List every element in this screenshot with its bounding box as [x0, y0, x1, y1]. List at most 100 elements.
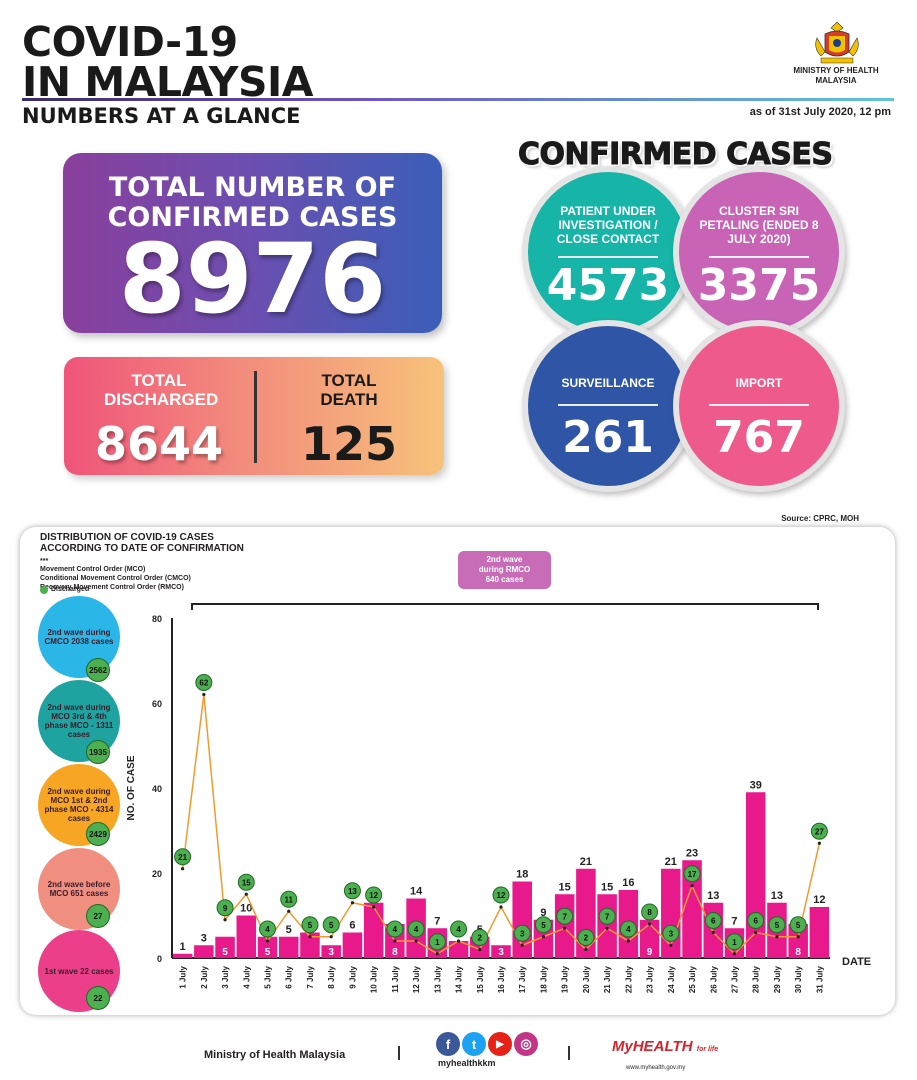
x-tick-label: 22 July — [624, 965, 633, 993]
bar — [194, 945, 214, 958]
instagram-icon[interactable]: ◎ — [514, 1032, 538, 1056]
header-divider — [22, 98, 894, 101]
discharged-marker — [195, 674, 213, 691]
bar — [257, 936, 278, 958]
discharged-marker — [641, 903, 659, 921]
discharged-marker — [704, 912, 722, 929]
bar-value-label: 23 — [686, 847, 698, 859]
y-tick-label: 60 — [152, 699, 162, 709]
bar-value-label: 3 — [498, 947, 504, 958]
discharged-value-label: 12 — [369, 891, 378, 900]
discharged-point — [711, 930, 715, 935]
twitter-icon[interactable]: t — [462, 1032, 486, 1056]
discharged-value-label: 7 — [605, 912, 610, 921]
bar — [172, 953, 193, 958]
discharged-point — [796, 935, 800, 939]
discharged-point — [287, 909, 291, 913]
bar-value-label: 9 — [647, 947, 653, 958]
discharged-point — [181, 867, 185, 871]
bubble-cluster-sri-petaling: CLUSTER SRI PETALING (ENDED 8 JULY 2020)… — [673, 166, 845, 338]
total-confirmed-label: TOTAL NUMBER OF CONFIRMED CASES — [107, 172, 398, 233]
x-tick-label: 10 July — [370, 965, 379, 993]
bubble-value: 3375 — [697, 260, 821, 311]
discharged-marker — [598, 907, 616, 925]
bar — [363, 902, 384, 958]
confirmed-cases-title: CONFIRMED CASES — [518, 137, 834, 173]
total-discharged-label: TOTAL DISCHARGED — [104, 371, 219, 409]
discharged-marker — [259, 920, 277, 938]
discharged-value-label: 2 — [584, 934, 589, 943]
bar-value-label: 5 — [222, 947, 228, 958]
discharged-marker — [280, 890, 298, 908]
discharged-line — [181, 694, 821, 955]
discharged-marker — [428, 933, 446, 951]
bubble-rule — [709, 256, 809, 258]
discharged-point — [202, 692, 206, 697]
discharged-point — [372, 905, 376, 909]
x-tick-label: 2 July — [200, 965, 209, 988]
discharged-point — [456, 939, 461, 943]
bubble-value: 261 — [562, 412, 654, 463]
bubble-rule — [709, 404, 809, 406]
x-tick-label: 4 July — [242, 965, 251, 988]
discharged-marker — [386, 920, 404, 938]
chart-title: DISTRIBUTION OF COVID-19 CASES ACCORDING… — [40, 532, 244, 554]
bar — [491, 945, 511, 958]
discharged-point — [244, 892, 248, 896]
bar — [554, 894, 575, 958]
x-tick-label: 13 July — [433, 965, 442, 993]
footer-separator — [568, 1046, 570, 1060]
discharged-point — [499, 905, 503, 909]
x-tick-label: 28 July — [752, 965, 761, 993]
bar — [597, 894, 617, 958]
discharged-point — [605, 926, 609, 930]
discharged-marker — [534, 916, 552, 934]
discharged-marker — [725, 933, 743, 951]
rmco-box: 2nd wave during RMCO 640 cases — [458, 551, 551, 589]
discharged-point — [754, 930, 758, 935]
discharged-value-label: 12 — [497, 891, 506, 900]
bubble-label: CLUSTER SRI PETALING (ENDED 8 JULY 2020) — [699, 204, 819, 246]
as-of-date: as of 31st July 2020, 12 pm — [749, 106, 891, 118]
youtube-icon[interactable]: ▶ — [488, 1032, 512, 1056]
discharged-marker — [492, 886, 510, 904]
y-tick-label: 20 — [152, 869, 162, 879]
x-tick-label: 19 July — [561, 965, 570, 993]
discharged-value-label: 17 — [688, 870, 697, 879]
discharged-marker — [577, 929, 595, 946]
facebook-icon[interactable]: f — [436, 1032, 460, 1056]
discharged-marker — [365, 886, 383, 904]
x-tick-label: 11 July — [391, 965, 400, 992]
bar — [809, 907, 830, 958]
discharged-value-label: 21 — [178, 853, 187, 862]
discharged-marker — [174, 848, 192, 866]
bar — [342, 932, 363, 958]
x-tick-label: 21 July — [603, 965, 612, 993]
discharged-value-label: 1 — [732, 938, 737, 947]
x-tick-label: 25 July — [688, 965, 697, 993]
x-tick-label: 18 July — [539, 965, 548, 993]
title-line-1: COVID-19 — [22, 18, 238, 66]
bubble-rule — [558, 404, 658, 406]
discharged-marker — [789, 916, 807, 934]
bar-value-label: 5 — [286, 924, 292, 936]
x-tick-label: 30 July — [794, 965, 803, 993]
bar-value-label: 8 — [392, 947, 398, 958]
discharged-marker — [619, 920, 637, 938]
x-axis-label: DATE — [842, 956, 871, 968]
bar-value-label: 10 — [240, 903, 252, 915]
x-tick-label: 9 July — [348, 965, 357, 988]
wave-count: 1935 — [86, 740, 110, 764]
discharged-value-label: 4 — [456, 925, 461, 934]
discharged-point — [817, 841, 821, 845]
legend-rmco: Recovery Movement Control Order (RMCO) — [40, 584, 184, 591]
bubble-surveillance: SURVEILLANCE 261 — [522, 320, 694, 492]
myhealth-tagline: for life — [696, 1046, 719, 1053]
discharged-point — [647, 922, 652, 926]
bar — [682, 860, 702, 958]
discharged-value-label: 8 — [647, 908, 652, 917]
bar-value-label: 13 — [707, 890, 719, 902]
bar-value-label: 7 — [731, 915, 737, 927]
discharged-value-label: 27 — [815, 827, 824, 836]
y-axis-label: NO. OF CASE — [126, 755, 137, 820]
